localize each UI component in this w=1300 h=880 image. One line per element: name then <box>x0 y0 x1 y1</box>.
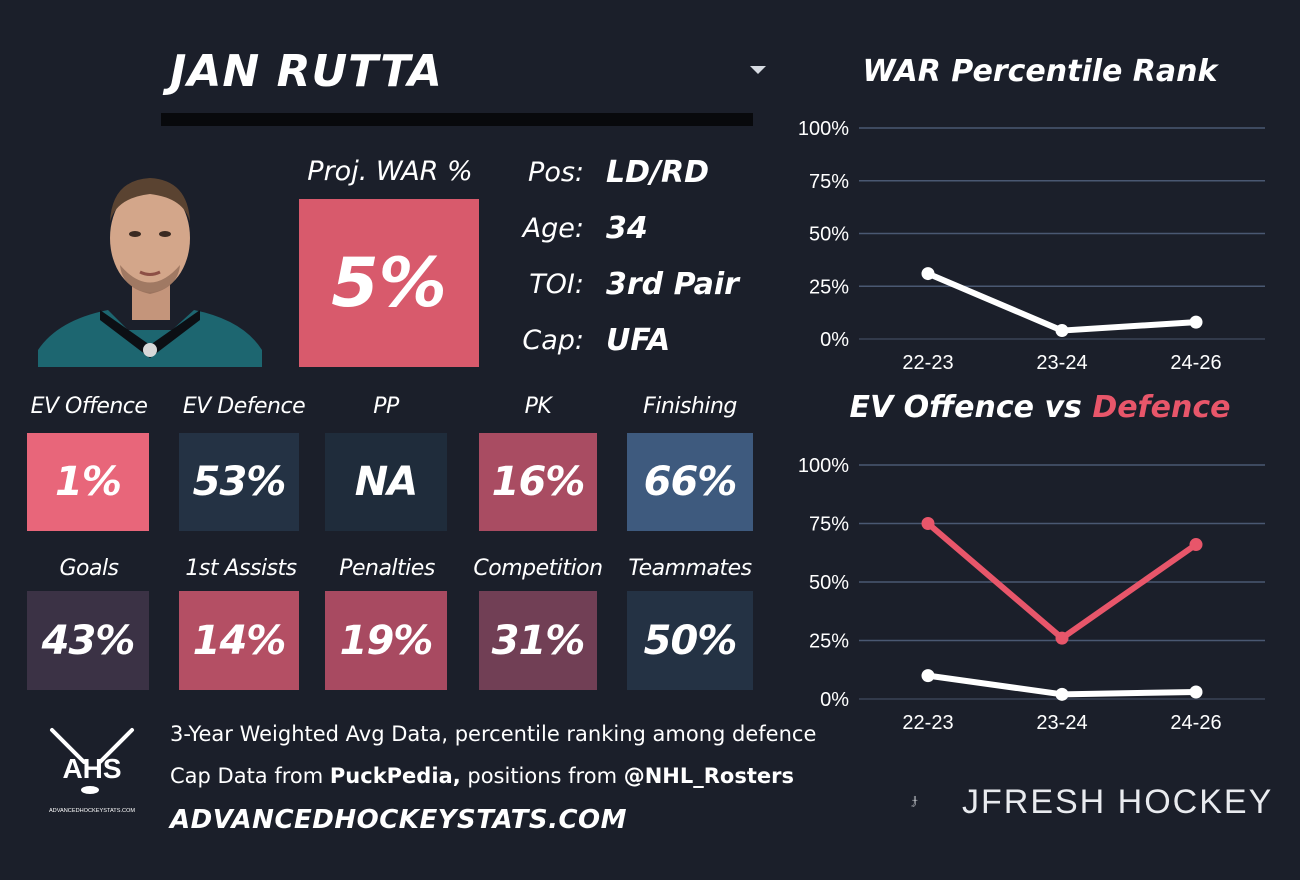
pk-value: 16% <box>491 459 586 505</box>
footer-sources: Cap Data from PuckPedia, positions from … <box>170 760 794 792</box>
ahs-logo-subtext: ADVANCEDHOCKEYSTATS.COM <box>49 808 135 814</box>
teammates-label: Teammates <box>628 556 752 581</box>
pp-label: PP <box>373 394 399 419</box>
ahs-logo-text: AHS <box>62 753 121 784</box>
puckpedia-link[interactable]: PuckPedia, <box>329 764 461 788</box>
chart0-series0-line <box>925 270 1199 334</box>
teammates-value: 50% <box>643 617 738 664</box>
footer-note: 3-Year Weighted Avg Data, percentile ran… <box>170 722 817 746</box>
chart0-ytick-label: 25% <box>809 276 849 298</box>
ev-chart-title-part2: Defence <box>1092 390 1231 425</box>
pp-tile: NA <box>325 433 447 531</box>
brand-name: JFRESH HOCKEY <box>962 783 1274 821</box>
name-underline <box>161 113 753 126</box>
ev-chart-title-part1: EV Offence vs <box>849 390 1093 425</box>
player-headshot <box>38 178 262 367</box>
player-name: JAN RUTTA <box>170 46 443 97</box>
first-assists-value: 14% <box>192 617 287 664</box>
chart0-series0-point <box>921 267 935 281</box>
cap-label: Cap: <box>522 325 584 356</box>
position-label: Pos: <box>528 157 584 188</box>
goals-value: 43% <box>41 617 136 664</box>
ev-defence-value: 53% <box>192 459 287 505</box>
ev-chart-title: EV Offence vs Defence <box>800 388 1280 428</box>
sources-middle: positions from <box>460 764 624 788</box>
player-select-caret-icon[interactable] <box>750 66 766 74</box>
jfresh-logo-icon <box>911 795 918 807</box>
age-value: 34 <box>606 211 648 246</box>
chart1-series0-point <box>1055 687 1069 701</box>
chart1-series1-line <box>925 520 1199 642</box>
competition-value: 31% <box>491 617 586 664</box>
teammates-tile: 50% <box>627 591 753 690</box>
chart1-ytick-label: 75% <box>809 514 849 536</box>
chart1-xtick-label: 23-24 <box>1036 712 1087 734</box>
ev-defence-tile: 53% <box>179 433 299 531</box>
website-link[interactable]: ADVANCEDHOCKEYSTATS.COM <box>170 805 628 835</box>
toi-value: 3rd Pair <box>606 267 739 302</box>
penalties-value: 19% <box>339 617 434 664</box>
goals-tile: 43% <box>27 591 149 690</box>
sources-prefix: Cap Data from <box>170 764 330 788</box>
ev-offence-value: 1% <box>55 459 122 505</box>
chart0-ytick-label: 50% <box>809 224 849 246</box>
pk-label: PK <box>524 394 552 419</box>
pk-tile: 16% <box>479 433 597 531</box>
chart0-xtick-label: 23-24 <box>1036 352 1087 374</box>
ev-offence-label: EV Offence <box>30 394 148 419</box>
goals-label: Goals <box>59 556 119 581</box>
chart0-ytick-label: 75% <box>809 171 849 193</box>
finishing-label: Finishing <box>643 394 737 419</box>
chart1-xtick-label: 22-23 <box>902 712 953 734</box>
charts-canvas: 0% 25% 50% 75% 100% 22-23 23-24 24-26 0% 25% 50% 75… <box>798 118 1265 734</box>
chart1-series0-point <box>921 669 935 683</box>
pp-value: NA <box>354 459 418 505</box>
war-chart-title: WAR Percentile Rank <box>862 54 1218 89</box>
chart1-ytick-label: 50% <box>809 572 849 594</box>
penalties-tile: 19% <box>325 591 447 690</box>
penalties-label: Penalties <box>339 556 435 581</box>
competition-tile: 31% <box>479 591 597 690</box>
chart0-series0-point <box>1189 315 1203 329</box>
projected-war-box: 5% <box>299 199 479 367</box>
ev-offence-tile: 1% <box>27 433 149 531</box>
finishing-value: 66% <box>643 459 738 505</box>
projected-war-label: Proj. WAR % <box>307 156 473 187</box>
chart1-series0-point <box>1189 685 1203 699</box>
chart0-xtick-label: 22-23 <box>902 352 953 374</box>
nhl-rosters-link[interactable]: @NHL_Rosters <box>623 764 794 788</box>
ahs-logo: AHS ADVANCEDHOCKEYSTATS.COM <box>49 728 135 814</box>
chart1-xtick-label: 24-26 <box>1170 712 1221 734</box>
chart0-ytick-label: 100% <box>798 118 849 140</box>
chart0-ytick-label: 0% <box>820 329 849 351</box>
first-assists-tile: 14% <box>179 591 299 690</box>
chart0-series0-point <box>1055 324 1069 338</box>
ev-defence-label: EV Defence <box>182 394 306 419</box>
first-assists-label: 1st Assists <box>185 556 297 581</box>
finishing-tile: 66% <box>627 433 753 531</box>
chart1-series1-point <box>1055 631 1069 645</box>
chart1-series1-point <box>1189 538 1203 552</box>
chart1-ytick-label: 0% <box>820 689 849 711</box>
chart1-series1-point <box>921 517 935 530</box>
position-value: LD/RD <box>606 155 709 190</box>
chart1-ytick-label: 25% <box>809 631 849 653</box>
competition-label: Competition <box>473 556 603 581</box>
projected-war-value: 5% <box>331 243 447 323</box>
chart0-xtick-label: 24-26 <box>1170 352 1221 374</box>
age-label: Age: <box>522 213 584 244</box>
toi-label: TOI: <box>529 269 584 300</box>
chart1-ytick-label: 100% <box>798 455 849 477</box>
cap-value: UFA <box>606 323 671 358</box>
